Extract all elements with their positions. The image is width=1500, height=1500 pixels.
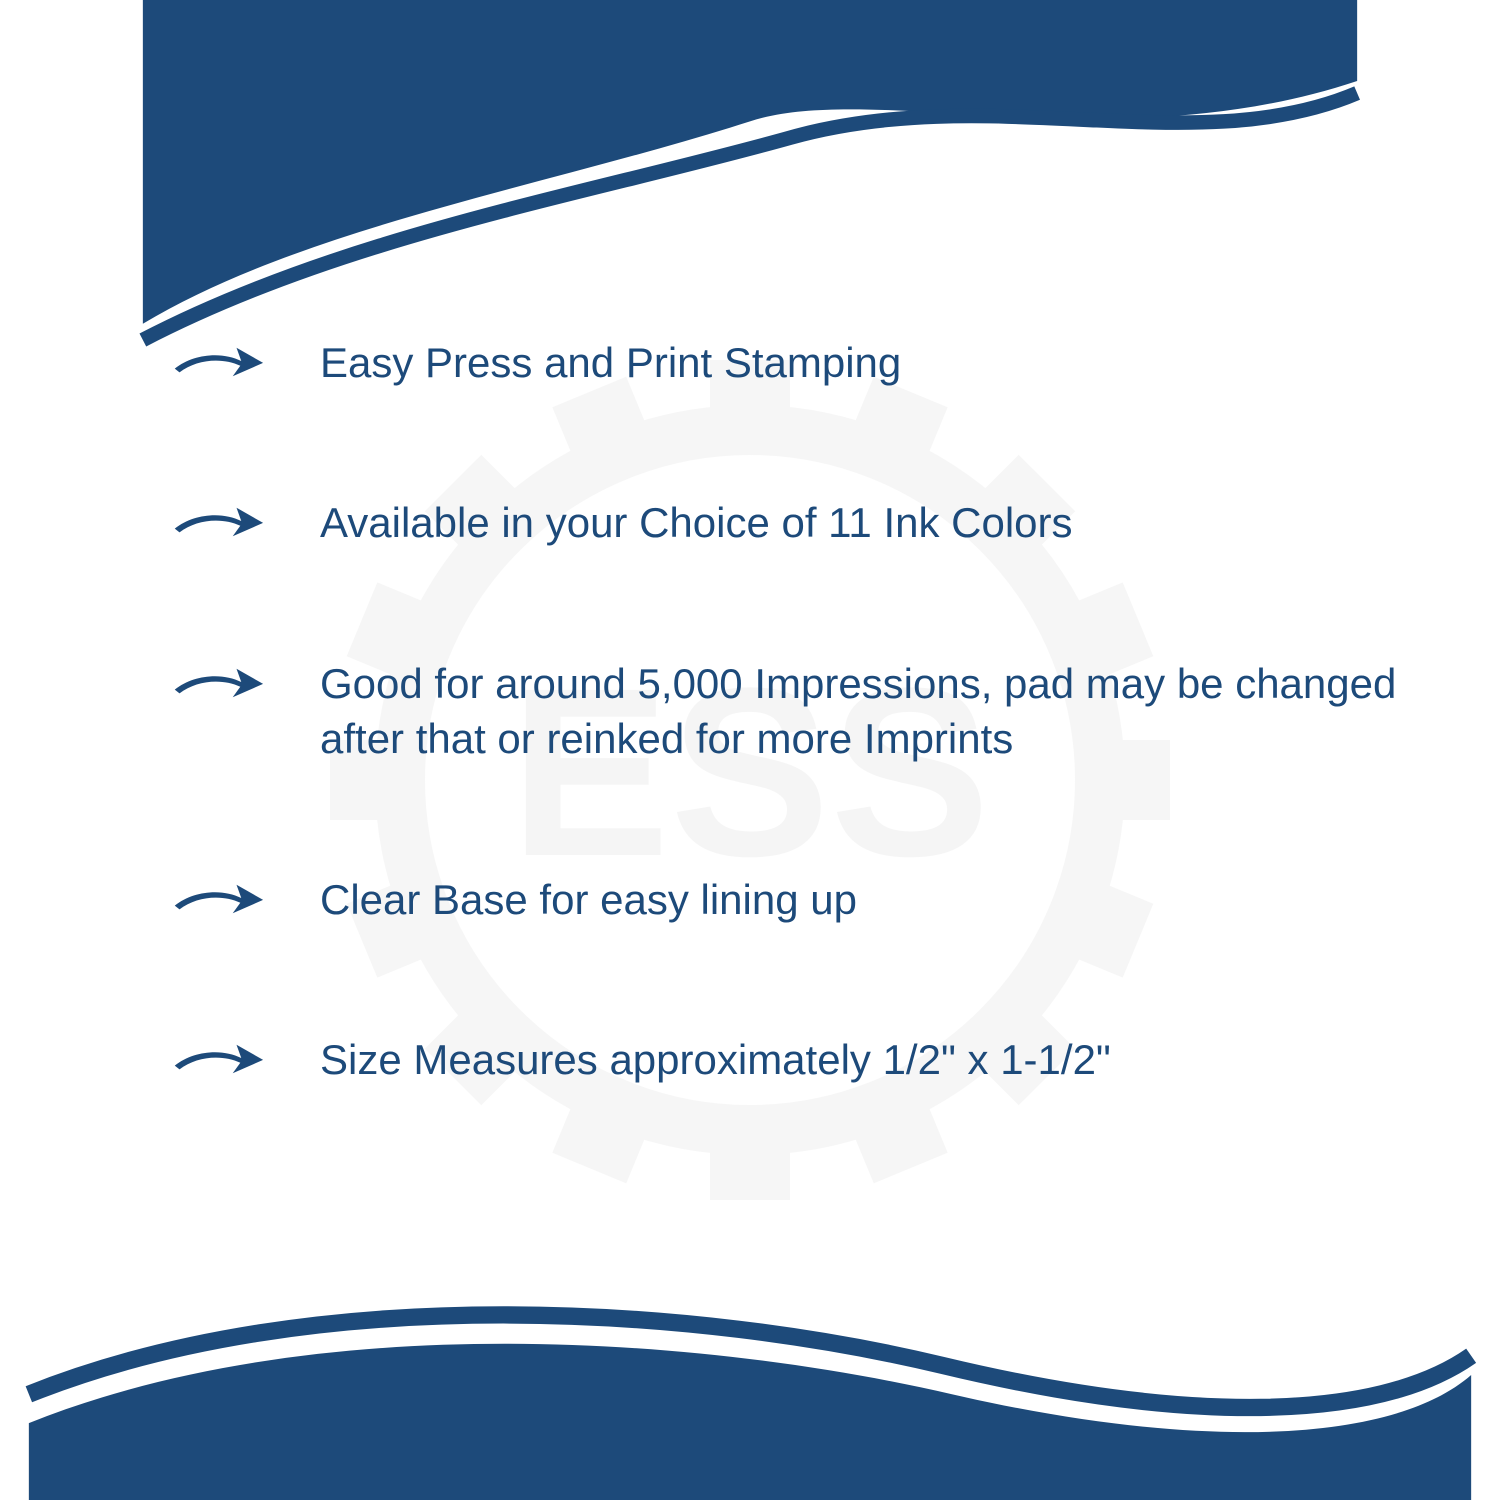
- feature-text: Good for around 5,000 Impressions, pad m…: [320, 656, 1400, 767]
- arrow-right-icon: [170, 878, 265, 918]
- footer-wave-band: [0, 1250, 1500, 1500]
- features-list: Easy Press and Print Stamping Available i…: [170, 335, 1400, 1088]
- feature-text: Size Measures approximately 1/2" x 1-1/2…: [320, 1032, 1111, 1087]
- feature-item: Good for around 5,000 Impressions, pad m…: [170, 656, 1400, 767]
- arrow-right-icon: [170, 501, 265, 541]
- feature-text: Clear Base for easy lining up: [320, 872, 857, 927]
- infographic-canvas: ESS FEATURES Easy Press and Print Stampi…: [0, 0, 1500, 1500]
- feature-item: Available in your Choice of 11 Ink Color…: [170, 495, 1400, 550]
- feature-item: Size Measures approximately 1/2" x 1-1/2…: [170, 1032, 1400, 1087]
- arrow-right-icon: [170, 662, 265, 702]
- feature-item: Easy Press and Print Stamping: [170, 335, 1400, 390]
- feature-text: Easy Press and Print Stamping: [320, 335, 901, 390]
- arrow-right-icon: [170, 341, 265, 381]
- arrow-right-icon: [170, 1038, 265, 1078]
- feature-item: Clear Base for easy lining up: [170, 872, 1400, 927]
- header-wave-band: [0, 0, 1500, 340]
- feature-text: Available in your Choice of 11 Ink Color…: [320, 495, 1073, 550]
